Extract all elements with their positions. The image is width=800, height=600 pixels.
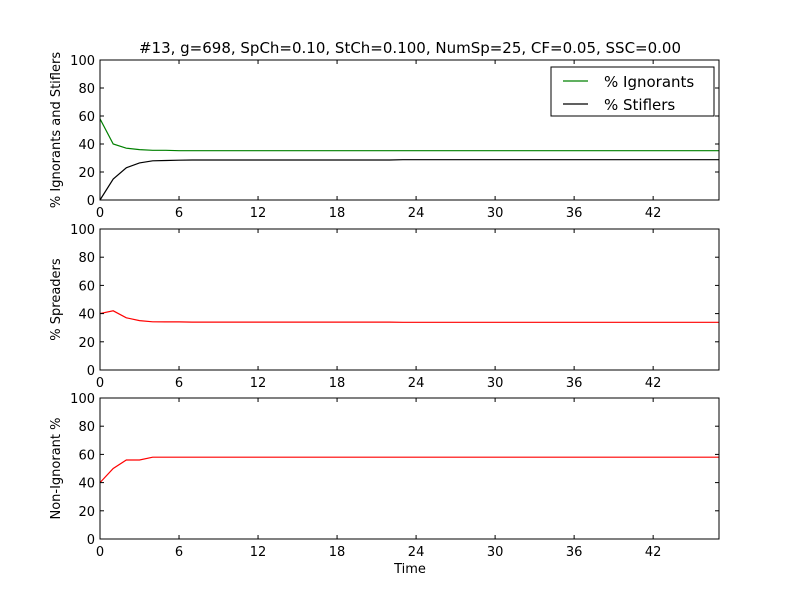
x-tick-label: 0 [96, 545, 104, 560]
chart-title: #13, g=698, SpCh=0.10, StCh=0.100, NumSp… [139, 39, 681, 57]
y-tick-label: 80 [78, 251, 95, 266]
y-tick-label: 60 [78, 279, 95, 294]
x-tick-label: 36 [566, 376, 583, 391]
y-tick-label: 80 [78, 420, 95, 435]
x-tick-label: 24 [408, 545, 425, 560]
subplot-1: 0 6 12 18 24 30 36 42 0 20 40 60 80 100 % Ignorants an… [49, 52, 720, 221]
series-line-stiflers [99, 159, 719, 201]
x-tick-label: 6 [175, 376, 183, 391]
x-tick-label: 42 [645, 376, 662, 391]
series-line-line-1 [99, 310, 719, 323]
x-tick-label: 18 [329, 376, 346, 391]
y-tick-label: 60 [78, 448, 95, 463]
x-tick-label: 6 [175, 545, 183, 560]
y-tick-label: 20 [78, 166, 95, 181]
x-tick-label: 18 [329, 545, 346, 560]
x-tick-label: 6 [175, 206, 183, 221]
y-tick-label: 20 [78, 336, 95, 351]
x-tick-label: 42 [645, 545, 662, 560]
plot-frame [99, 59, 720, 201]
x-tick-label: 12 [250, 376, 267, 391]
y-tick-label: 100 [70, 392, 95, 407]
x-tick-label: 30 [487, 545, 504, 560]
plot-frame [99, 228, 720, 371]
x-tick-label: 24 [408, 376, 425, 391]
legend-box [550, 66, 715, 117]
x-tick-label: 24 [408, 206, 425, 221]
y-axis-label: Non-Ignorant % [49, 417, 64, 519]
x-tick-label: 36 [566, 206, 583, 221]
x-tick-label: 12 [250, 545, 267, 560]
subplot-3: 0 6 12 18 24 30 36 42 0 20 40 60 80 100 Non-Ignorant % [49, 392, 720, 560]
series-line-line-1 [99, 456, 719, 484]
subplot-2: 0 6 12 18 24 30 36 42 0 20 40 60 80 100 % Spreaders [49, 223, 720, 391]
x-tick-label: 0 [96, 206, 104, 221]
x-tick-label: 30 [487, 376, 504, 391]
plot-frame [99, 397, 720, 540]
y-tick-label: 0 [87, 194, 95, 209]
x-tick-label: 36 [566, 545, 583, 560]
x-axis-label: Time [393, 562, 426, 577]
legend-label: % Stiflers [604, 96, 675, 114]
y-tick-label: 100 [70, 223, 95, 238]
legend: % Ignorants % Stiflers [550, 66, 715, 117]
y-tick-label: 60 [78, 110, 95, 125]
y-tick-label: 0 [87, 533, 95, 548]
legend-label: % Ignorants [604, 73, 694, 91]
y-tick-label: 40 [78, 138, 95, 153]
y-tick-label: 100 [70, 54, 95, 69]
y-tick-label: 40 [78, 477, 95, 492]
x-tick-label: 30 [487, 206, 504, 221]
series-line-ignorants [99, 118, 719, 152]
y-tick-label: 0 [87, 364, 95, 379]
y-axis-label: % Ignorants and Stiflers [49, 52, 64, 208]
x-tick-label: 0 [96, 376, 104, 391]
y-tick-label: 40 [78, 308, 95, 323]
y-tick-label: 20 [78, 505, 95, 520]
y-tick-label: 80 [78, 82, 95, 97]
x-tick-label: 18 [329, 206, 346, 221]
x-tick-label: 42 [645, 206, 662, 221]
x-tick-label: 12 [250, 206, 267, 221]
y-axis-label: % Spreaders [49, 258, 64, 341]
